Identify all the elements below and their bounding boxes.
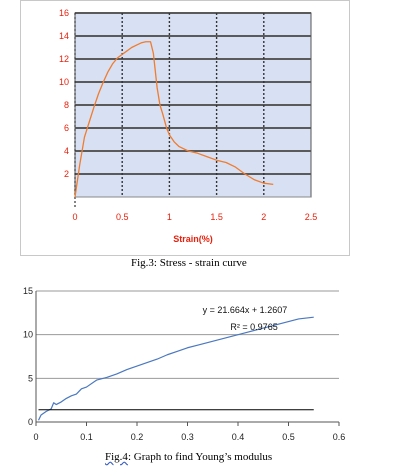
x-tick-label: 0.4 xyxy=(232,432,245,442)
y-tick-label: 10 xyxy=(23,330,33,340)
stress-strain-line xyxy=(74,41,274,198)
figure-3-caption: Fig.3: Stress - strain curve xyxy=(131,257,247,269)
y-tick-label: 4 xyxy=(64,146,69,156)
trendline-equation: y = 21.664x + 1.2607 xyxy=(203,305,288,315)
y-tick-label: 2 xyxy=(64,169,69,179)
x-tick-label: 2.5 xyxy=(305,212,318,222)
y-tick-label: 6 xyxy=(64,123,69,133)
y-tick-label: 12 xyxy=(59,54,69,64)
x-tick-label: 2 xyxy=(261,212,266,222)
y-tick-label: 0 xyxy=(28,417,33,427)
youngs-modulus-chart: 0 5 10 15 0 0.1 0.2 0.3 0.4 0.5 0.6 y = 21.664x + 1… xyxy=(8,285,346,447)
x-tick-label: 0.2 xyxy=(131,432,144,442)
x-axis-title: Strain(%) xyxy=(173,234,213,244)
x-tick-label: 1.5 xyxy=(210,212,223,222)
x-tick-label: 0 xyxy=(72,212,77,222)
youngs-modulus-plot: 0 5 10 15 0 0.1 0.2 0.3 0.4 0.5 0.6 y = 21.664x + 1… xyxy=(23,286,346,442)
x-tick-label: 0.3 xyxy=(181,432,194,442)
x-tick-label: 0.1 xyxy=(80,432,93,442)
stress-strain-plot: 2 4 6 8 10 12 14 16 0 0.5 1 1.5 2 2.5 Strain(%) xyxy=(59,8,318,244)
y-tick-label: 5 xyxy=(28,373,33,383)
y-tick-label: 10 xyxy=(59,77,69,87)
x-tick-label: 0 xyxy=(33,432,38,442)
modulus-data-line xyxy=(37,316,314,421)
figure-4-text: : Graph to find Young’s modulus xyxy=(127,451,273,463)
figure-4-label: Fig.4 xyxy=(105,451,128,463)
figure-4-caption: Fig.4: Graph to find Young’s modulus xyxy=(105,451,272,463)
x-tick-label: 0.6 xyxy=(333,432,346,442)
x-tick-label: 0.5 xyxy=(116,212,129,222)
y-tick-label: 8 xyxy=(64,100,69,110)
y-tick-label: 16 xyxy=(59,8,69,18)
x-tick-label: 1 xyxy=(167,212,172,222)
plot-area xyxy=(36,291,339,422)
y-tick-label: 15 xyxy=(23,286,33,296)
r-squared-label: R² = 0.9765 xyxy=(230,322,277,332)
y-tick-label: 14 xyxy=(59,31,69,41)
stress-strain-chart: 2 4 6 8 10 12 14 16 0 0.5 1 1.5 2 2.5 Strain(%) xyxy=(20,0,350,256)
x-tick-label: 0.5 xyxy=(282,432,295,442)
